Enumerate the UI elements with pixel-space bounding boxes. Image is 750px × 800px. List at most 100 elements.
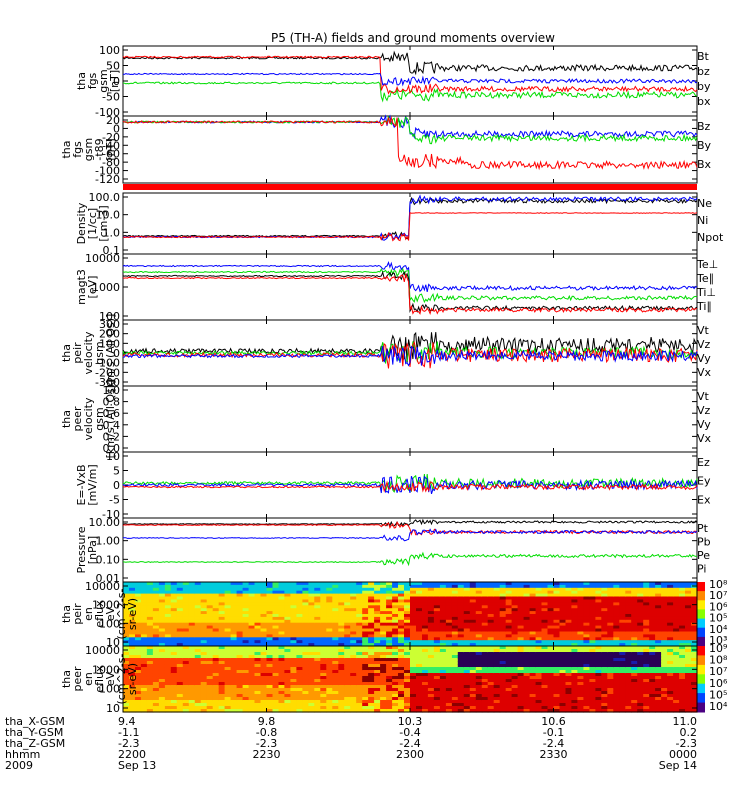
peir_spec-cell [559, 590, 567, 595]
peir_spec-cell [332, 614, 339, 618]
peer_spec-cell [571, 709, 578, 713]
peer_spec-cell [583, 670, 590, 674]
peer_spec-cell [619, 667, 626, 671]
peir_spec-cell [170, 634, 178, 638]
peir_spec-cell [589, 605, 596, 609]
peer_spec-cell [595, 691, 602, 695]
peir_spec-cell [649, 614, 656, 618]
peer_spec-cell [679, 670, 686, 674]
peir_spec-cell [463, 640, 471, 644]
peir_spec-cell [332, 634, 339, 638]
peer_spec-cell [278, 703, 286, 707]
peer_spec-cell [553, 682, 561, 686]
peir_spec-cell [475, 619, 483, 624]
peer_spec-cell [260, 670, 268, 674]
peer_spec-cell [427, 700, 435, 704]
peir_spec-cell [182, 637, 190, 641]
peer_spec-cell [433, 646, 441, 650]
peir_spec-cell [535, 643, 543, 647]
peir_spec-cell [463, 631, 471, 635]
peir_spec-cell [398, 619, 405, 624]
peer_spec-cell [553, 709, 561, 713]
peer_spec-cell [416, 652, 423, 656]
peer_spec-cell [188, 664, 196, 668]
peir_spec-cell [194, 582, 202, 586]
peir_spec-cell [386, 637, 393, 641]
peer_spec-cell [535, 694, 543, 698]
peer_spec-cell [272, 661, 280, 665]
peir_spec-cell [613, 616, 620, 621]
peer_spec-cell [135, 658, 142, 662]
peir_spec-cell [631, 622, 638, 627]
peer_spec-cell [589, 670, 596, 674]
peir_spec-cell [559, 599, 567, 603]
peer_spec-cell [224, 652, 232, 656]
peer_spec-cell [422, 667, 429, 671]
peer_spec-cell [344, 697, 351, 701]
peer_spec-cell [224, 670, 232, 674]
peer_spec-cell [637, 703, 644, 707]
peer_spec-cell [607, 700, 614, 704]
peer_spec-cell [404, 676, 411, 680]
peer_spec-cell [236, 694, 244, 698]
peir_spec-cell [344, 605, 351, 609]
peer_spec-cell [362, 664, 369, 668]
peir_spec-cell [583, 605, 590, 609]
peir_spec-cell [673, 640, 680, 644]
peir_spec-cell [589, 616, 596, 621]
peer_spec-cell [284, 709, 291, 713]
peer_spec-cell [487, 649, 495, 653]
peer_spec-cell [320, 658, 327, 662]
pressure-frame [122, 517, 698, 583]
peir_spec-cell [469, 614, 477, 618]
peer_spec-cell [380, 658, 387, 662]
peer_spec-cell [272, 706, 280, 710]
peer_spec-cell [679, 697, 686, 701]
peir_spec-cell [451, 622, 459, 627]
peir_spec-cell [140, 608, 148, 612]
peer_spec-cell [224, 658, 232, 662]
peer_spec-cell [200, 706, 208, 710]
peer_spec-cell [356, 646, 363, 650]
peir_spec-cell [350, 643, 357, 647]
peir_spec-cell [445, 625, 453, 630]
peir_spec-cell [314, 582, 321, 586]
peer_spec-cell [368, 691, 375, 695]
peir_spec-cell [439, 593, 447, 598]
peir_spec-cell [529, 596, 537, 600]
te-perp-line [122, 273, 698, 315]
peer_spec-cell [625, 679, 632, 683]
peir_spec-cell [457, 596, 465, 600]
peir_spec-cell [559, 593, 567, 598]
peer_spec-cell [505, 700, 513, 704]
fgs_t89-ytick-label: -80 [102, 156, 120, 169]
peir_spec-cell [583, 628, 590, 632]
peer_spec-cell [404, 682, 411, 686]
peer_spec-cell [135, 670, 142, 674]
peir_spec-cell [206, 616, 214, 621]
peir_spec-cell [158, 634, 166, 638]
peir_spec-cell [631, 634, 638, 638]
peer_spec-cell [439, 706, 447, 710]
peir_spec-cell [673, 625, 680, 630]
peer_spec-cell [320, 709, 327, 713]
peer_spec-cell [386, 673, 393, 677]
peir_spec-cell [392, 634, 399, 638]
peer_spec-cell [129, 667, 136, 671]
peer_spec-cell [607, 694, 614, 698]
pressure-legend-3: Pi [697, 563, 706, 576]
peer_spec-cell [254, 697, 262, 701]
peer_spec-cell [523, 673, 531, 677]
peir_spec-cell [230, 584, 238, 589]
peir_spec-cell [212, 608, 220, 612]
peer_spec-cell [206, 673, 214, 677]
ephem-label: hhmm [5, 748, 40, 761]
peer_spec-cell [643, 703, 650, 707]
peer_spec-cell [673, 676, 680, 680]
peer_spec-cell [248, 658, 256, 662]
peer_spec-cell [362, 706, 369, 710]
peir_spec-cell [386, 599, 393, 603]
peer_spec-cell [691, 670, 698, 674]
peer_spec-cell [374, 703, 381, 707]
peir_spec-cell [146, 590, 154, 595]
